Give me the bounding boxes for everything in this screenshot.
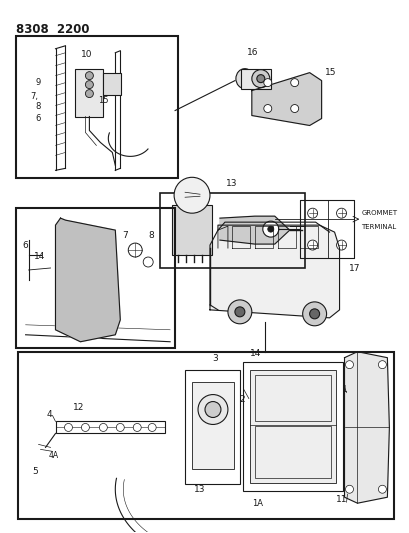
Bar xyxy=(191,382,233,470)
Text: 13: 13 xyxy=(193,484,204,494)
Text: 15: 15 xyxy=(324,68,335,77)
Text: 11: 11 xyxy=(335,495,347,504)
Circle shape xyxy=(251,70,269,87)
Bar xyxy=(160,193,304,268)
Bar xyxy=(16,208,175,348)
Text: 1: 1 xyxy=(341,385,347,394)
Circle shape xyxy=(133,423,141,431)
Circle shape xyxy=(85,80,93,88)
Text: 13: 13 xyxy=(226,179,237,188)
Text: 8: 8 xyxy=(148,231,153,240)
Circle shape xyxy=(227,300,251,324)
Circle shape xyxy=(234,307,244,317)
Bar xyxy=(75,69,103,117)
Text: 10: 10 xyxy=(81,50,92,59)
Circle shape xyxy=(85,90,93,98)
Circle shape xyxy=(64,423,72,431)
Text: 6: 6 xyxy=(35,114,40,123)
Text: 15: 15 xyxy=(98,96,109,105)
Circle shape xyxy=(307,240,317,250)
Bar xyxy=(254,426,330,478)
Circle shape xyxy=(345,361,353,369)
Text: 9: 9 xyxy=(35,78,40,87)
Text: 12: 12 xyxy=(72,402,84,411)
Circle shape xyxy=(345,485,353,493)
Bar xyxy=(299,200,354,258)
Text: 17: 17 xyxy=(348,264,360,273)
Circle shape xyxy=(143,257,153,267)
Circle shape xyxy=(378,485,385,493)
Circle shape xyxy=(81,423,89,431)
Bar xyxy=(16,36,178,179)
Circle shape xyxy=(290,104,298,112)
Circle shape xyxy=(262,221,278,237)
Circle shape xyxy=(309,309,319,319)
Text: GROMMET: GROMMET xyxy=(361,210,397,216)
Polygon shape xyxy=(344,352,389,503)
Text: 1A: 1A xyxy=(252,499,263,508)
Circle shape xyxy=(336,240,346,250)
Text: 8: 8 xyxy=(35,102,40,111)
Circle shape xyxy=(336,208,346,218)
Text: 14: 14 xyxy=(249,349,261,358)
Text: 14: 14 xyxy=(34,252,45,261)
Text: 16: 16 xyxy=(247,48,258,56)
Circle shape xyxy=(116,423,124,431)
Bar xyxy=(172,205,211,255)
Ellipse shape xyxy=(235,69,253,88)
Circle shape xyxy=(174,177,209,213)
Circle shape xyxy=(378,361,385,369)
Circle shape xyxy=(204,401,220,417)
Circle shape xyxy=(128,243,142,257)
Polygon shape xyxy=(251,72,321,125)
Bar xyxy=(242,362,342,491)
Bar xyxy=(240,69,270,88)
Bar xyxy=(254,375,330,422)
Circle shape xyxy=(198,394,227,424)
Circle shape xyxy=(307,208,317,218)
Circle shape xyxy=(263,104,271,112)
Bar xyxy=(18,352,393,519)
Text: TERMINAL: TERMINAL xyxy=(361,224,396,230)
Circle shape xyxy=(148,423,156,431)
Text: 7,: 7, xyxy=(31,92,38,101)
Text: 8308  2200: 8308 2200 xyxy=(16,23,89,36)
Text: 4A: 4A xyxy=(48,451,58,461)
Text: 5: 5 xyxy=(33,467,38,477)
Text: 2: 2 xyxy=(239,395,244,404)
Circle shape xyxy=(263,79,271,86)
Bar xyxy=(103,72,121,94)
Text: 3: 3 xyxy=(211,354,217,362)
Text: 7: 7 xyxy=(122,231,128,240)
Circle shape xyxy=(290,79,298,86)
Bar xyxy=(184,370,239,484)
Circle shape xyxy=(99,423,107,431)
Circle shape xyxy=(302,302,326,326)
Bar xyxy=(55,422,165,433)
Circle shape xyxy=(256,75,264,83)
Text: 6: 6 xyxy=(23,240,29,249)
Polygon shape xyxy=(55,218,120,342)
Polygon shape xyxy=(219,216,289,244)
Polygon shape xyxy=(209,225,339,318)
Bar xyxy=(249,370,335,483)
Circle shape xyxy=(267,226,273,232)
Circle shape xyxy=(85,71,93,79)
Text: 4: 4 xyxy=(47,410,52,419)
